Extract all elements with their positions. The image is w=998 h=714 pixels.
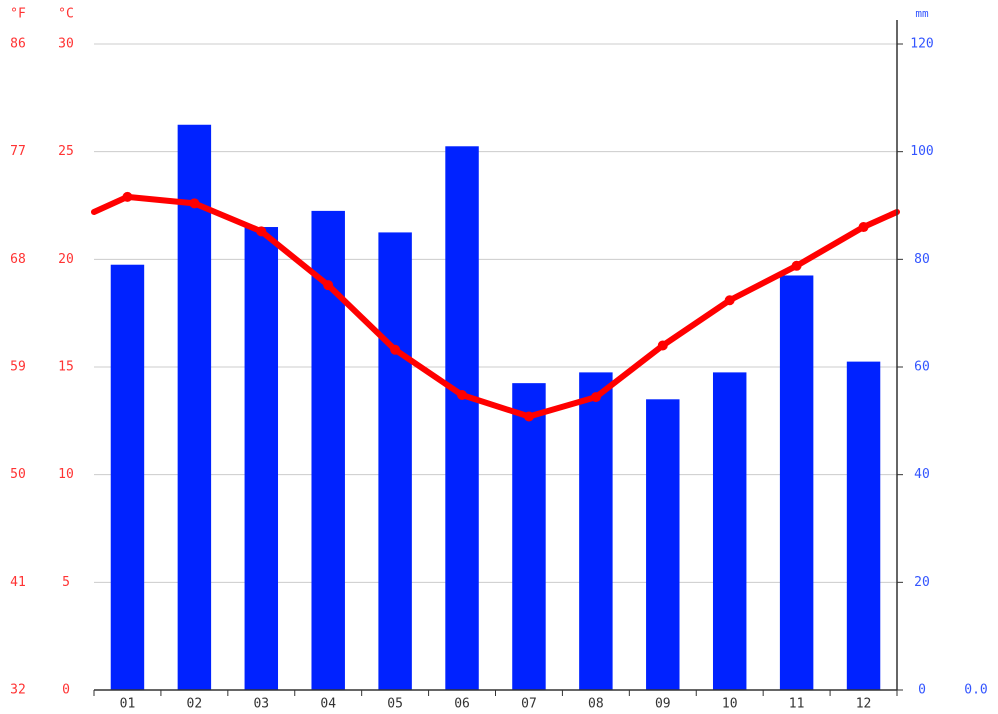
bar	[244, 227, 279, 691]
x-tick-label: 12	[856, 697, 872, 712]
bar	[846, 361, 881, 690]
celsius-tick-label: 25	[58, 144, 74, 159]
x-tick-label: 09	[655, 697, 671, 712]
temperature-point	[122, 191, 133, 202]
x-tick-label: 07	[521, 697, 537, 712]
celsius-tick-label: 30	[58, 37, 74, 52]
bar	[445, 146, 479, 691]
precipitation-axis-label: mm	[915, 7, 929, 20]
temperature-point	[323, 280, 334, 291]
x-tick-label: 04	[320, 697, 336, 712]
fahrenheit-axis-label: °F	[10, 7, 26, 22]
celsius-tick-label: 10	[58, 467, 74, 482]
temperature-point	[724, 295, 735, 306]
bar	[646, 399, 680, 690]
temperature-point	[523, 411, 534, 422]
bar	[712, 372, 747, 690]
temperature-point	[390, 344, 401, 355]
bar	[311, 210, 345, 690]
bar	[579, 372, 613, 690]
line-wrap	[91, 193, 131, 215]
temperature-point	[791, 260, 802, 271]
temperature-point	[457, 389, 468, 400]
x-tick-label: 10	[722, 697, 738, 712]
temperature-point	[657, 340, 668, 351]
fahrenheit-tick-label: 77	[10, 144, 26, 159]
temperature-line	[127, 193, 866, 420]
precipitation-tick-label: 120	[910, 37, 933, 52]
fahrenheit-tick-label: 32	[10, 683, 26, 698]
line-wrap	[860, 208, 900, 231]
fahrenheit-tick-label: 86	[10, 37, 26, 52]
celsius-tick-label: 5	[62, 575, 70, 590]
temperature-point	[858, 222, 869, 233]
bar	[177, 124, 212, 690]
temperature-point	[590, 392, 601, 403]
precipitation-tick-label: 80	[914, 252, 930, 267]
x-tick-label: 05	[387, 697, 403, 712]
celsius-tick-label: 15	[58, 360, 74, 375]
bar	[378, 232, 412, 690]
fahrenheit-tick-label: 50	[10, 467, 26, 482]
x-tick-label: 02	[187, 697, 203, 712]
bar	[110, 264, 145, 690]
bar	[779, 275, 814, 690]
x-tick-label: 03	[253, 697, 269, 712]
fahrenheit-tick-label: 68	[10, 252, 26, 267]
bar	[512, 383, 546, 690]
precipitation-tick-label: 60	[914, 360, 930, 375]
precipitation-tick-label: 100	[910, 144, 933, 159]
precipitation-tick-label: 40	[914, 467, 930, 482]
x-tick-label: 11	[789, 697, 805, 712]
precipitation-tick-label: 0	[918, 683, 926, 698]
x-tick-label: 01	[120, 697, 136, 712]
x-tick-label: 06	[454, 697, 470, 712]
temperature-point	[256, 226, 267, 237]
fahrenheit-tick-label: 41	[10, 575, 26, 590]
annotation: 0.0	[964, 683, 987, 698]
x-tick-label: 08	[588, 697, 604, 712]
celsius-axis-label: °C	[58, 7, 74, 22]
precipitation-tick-label: 20	[914, 575, 930, 590]
celsius-tick-label: 20	[58, 252, 74, 267]
temperature-point	[189, 198, 200, 209]
celsius-tick-label: 0	[62, 683, 70, 698]
fahrenheit-tick-label: 59	[10, 360, 26, 375]
